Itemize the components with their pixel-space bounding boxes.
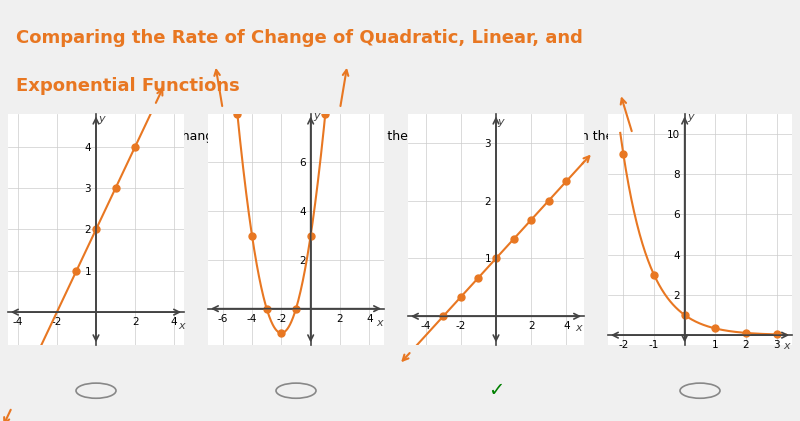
Text: x: x [628, 130, 635, 143]
Text: y: y [498, 117, 504, 127]
Text: ✓: ✓ [488, 381, 504, 400]
Text: y: y [688, 112, 694, 122]
Text: x: x [178, 321, 185, 330]
Text: y: y [98, 114, 105, 124]
Text: in the interval between 0 and 3 on the: in the interval between 0 and 3 on the [368, 130, 618, 143]
Text: -axis?: -axis? [636, 130, 672, 143]
Text: x: x [782, 341, 790, 351]
Text: 1: 1 [352, 123, 360, 136]
Text: x: x [575, 323, 582, 333]
Text: Comparing the Rate of Change of Quadratic, Linear, and: Comparing the Rate of Change of Quadrati… [16, 29, 583, 48]
Text: y: y [313, 111, 319, 120]
Text: Which graph has a rate of change equal to: Which graph has a rate of change equal t… [8, 130, 276, 143]
Text: Exponential Functions: Exponential Functions [16, 77, 240, 95]
Text: x: x [377, 318, 383, 328]
Text: 3: 3 [352, 131, 360, 144]
